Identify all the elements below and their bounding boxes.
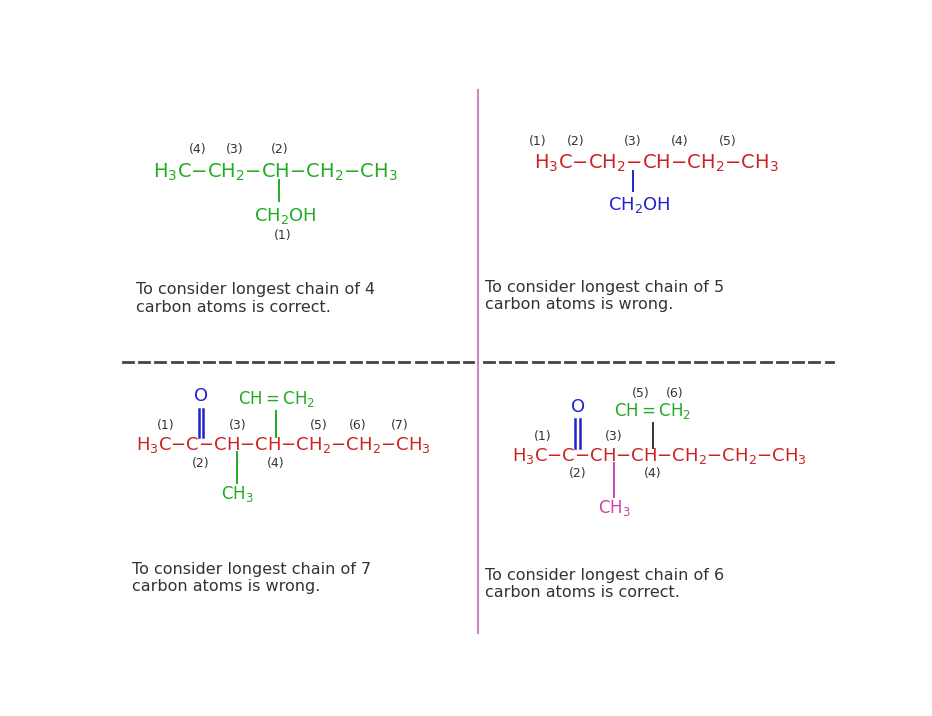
Text: (4): (4) xyxy=(671,135,689,148)
Text: CH$=$CH$_2$: CH$=$CH$_2$ xyxy=(238,389,315,409)
Text: (1): (1) xyxy=(274,229,292,242)
Text: (2): (2) xyxy=(567,135,584,148)
Text: (2): (2) xyxy=(192,457,210,470)
Text: (3): (3) xyxy=(226,142,244,155)
Text: CH$_3$: CH$_3$ xyxy=(221,484,254,504)
Text: (2): (2) xyxy=(270,142,288,155)
Text: H$_3$C$-$C$-$CH$-$CH$-$CH$_2$$-$CH$_2$$-$CH$_3$: H$_3$C$-$C$-$CH$-$CH$-$CH$_2$$-$CH$_2$$-… xyxy=(513,445,807,465)
Text: CH$=$CH$_2$: CH$=$CH$_2$ xyxy=(614,401,692,421)
Text: H$_3$C$-$C$-$CH$-$CH$-$CH$_2$$-$CH$_2$$-$CH$_3$: H$_3$C$-$C$-$CH$-$CH$-$CH$_2$$-$CH$_2$$-… xyxy=(136,435,431,455)
Text: H$_3$C$-$CH$_2$$-$CH$-$CH$_2$$-$CH$_3$: H$_3$C$-$CH$_2$$-$CH$-$CH$_2$$-$CH$_3$ xyxy=(533,153,778,173)
Text: (3): (3) xyxy=(624,135,641,148)
Text: O: O xyxy=(194,387,208,405)
Text: To consider longest chain of 7
carbon atoms is wrong.: To consider longest chain of 7 carbon at… xyxy=(132,562,371,594)
Text: (2): (2) xyxy=(569,468,586,480)
Text: (7): (7) xyxy=(391,419,409,432)
Text: To consider longest chain of 6
carbon atoms is correct.: To consider longest chain of 6 carbon at… xyxy=(486,568,724,600)
Text: CH$_2$OH: CH$_2$OH xyxy=(254,206,317,226)
Text: (4): (4) xyxy=(189,142,207,155)
Text: H$_3$C$-$CH$_2$$-$CH$-$CH$_2$$-$CH$_3$: H$_3$C$-$CH$_2$$-$CH$-$CH$_2$$-$CH$_3$ xyxy=(153,162,398,183)
Text: (6): (6) xyxy=(349,419,366,432)
Text: (4): (4) xyxy=(644,468,662,480)
Text: (1): (1) xyxy=(534,430,552,442)
Text: (5): (5) xyxy=(632,387,650,400)
Text: (4): (4) xyxy=(267,457,285,470)
Text: CH$_3$: CH$_3$ xyxy=(597,498,630,518)
Text: (5): (5) xyxy=(310,419,328,432)
Text: (1): (1) xyxy=(529,135,547,148)
Text: O: O xyxy=(570,398,584,416)
Text: CH$_2$OH: CH$_2$OH xyxy=(608,195,670,216)
Text: (3): (3) xyxy=(605,430,623,442)
Text: (6): (6) xyxy=(665,387,683,400)
Text: (3): (3) xyxy=(228,419,246,432)
Text: (5): (5) xyxy=(720,135,737,148)
Text: To consider longest chain of 4
carbon atoms is correct.: To consider longest chain of 4 carbon at… xyxy=(136,282,375,314)
Text: To consider longest chain of 5
carbon atoms is wrong.: To consider longest chain of 5 carbon at… xyxy=(486,280,724,312)
Text: (1): (1) xyxy=(158,419,175,432)
